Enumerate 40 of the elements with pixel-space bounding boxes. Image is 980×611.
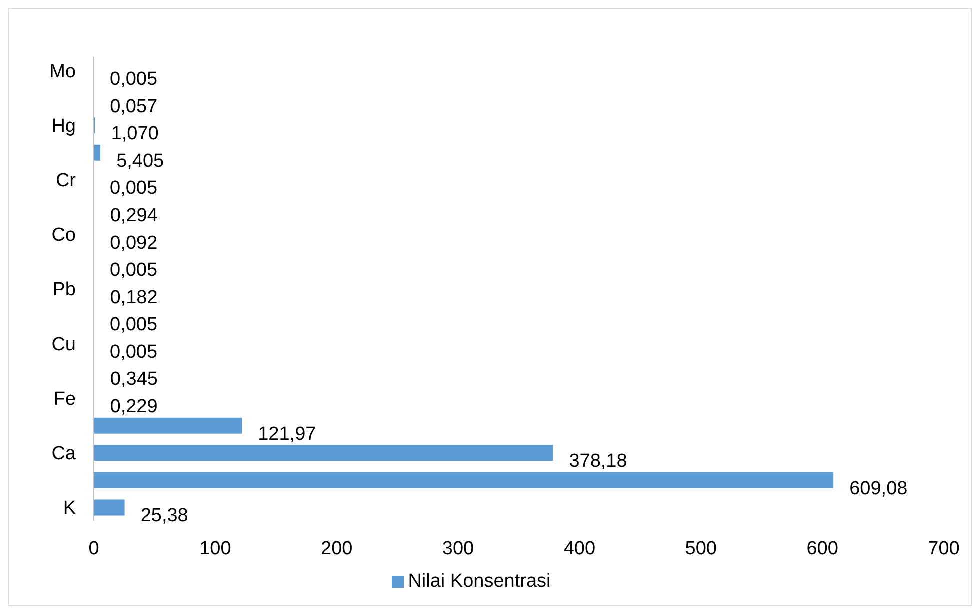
data-label: 0,182 <box>110 287 158 308</box>
x-tick-label: 200 <box>321 538 353 560</box>
x-tick-label: 300 <box>442 538 474 560</box>
y-tick-label: Cu <box>52 334 76 356</box>
x-tick-label: 100 <box>200 538 232 560</box>
data-label: 0,005 <box>110 69 158 90</box>
y-tick-label: Co <box>52 225 76 246</box>
x-tick-label: 0 <box>88 538 100 560</box>
data-label: 5,405 <box>116 150 164 172</box>
y-tick-label: Pb <box>52 280 76 301</box>
data-label: 0,345 <box>110 369 158 390</box>
data-label: 0,005 <box>110 178 158 200</box>
y-tick-label: Ca <box>52 444 76 465</box>
y-tick-label: Mo <box>50 61 76 82</box>
y-tick-label: Fe <box>54 388 76 410</box>
y-tick-label: Cr <box>56 170 77 192</box>
bar <box>94 500 125 516</box>
x-tick-label: 600 <box>806 538 838 560</box>
x-tick-label: 700 <box>928 538 960 560</box>
bar <box>94 144 101 161</box>
data-label: 0,005 <box>110 260 158 282</box>
data-label: 0,294 <box>110 205 158 226</box>
data-label: 25,38 <box>140 506 188 527</box>
data-label: 0,229 <box>110 396 158 418</box>
bar <box>94 418 242 434</box>
data-label: 378,18 <box>569 451 628 472</box>
x-tick-label: 500 <box>685 538 717 560</box>
data-label: 0,057 <box>110 96 158 118</box>
data-label: 0,005 <box>110 342 158 363</box>
y-tick-label: Hg <box>52 116 76 137</box>
legend-label: Nilai Konsentrasi <box>408 571 551 592</box>
data-label: 0,092 <box>110 232 158 254</box>
data-label: 121,97 <box>258 424 316 445</box>
y-tick-label: K <box>63 498 76 520</box>
x-tick-label: 400 <box>564 538 596 560</box>
data-label: 1,070 <box>111 124 159 145</box>
bar <box>94 472 834 488</box>
data-label: 0,005 <box>110 314 158 336</box>
data-label: 609,08 <box>850 478 908 500</box>
bar <box>94 445 554 462</box>
